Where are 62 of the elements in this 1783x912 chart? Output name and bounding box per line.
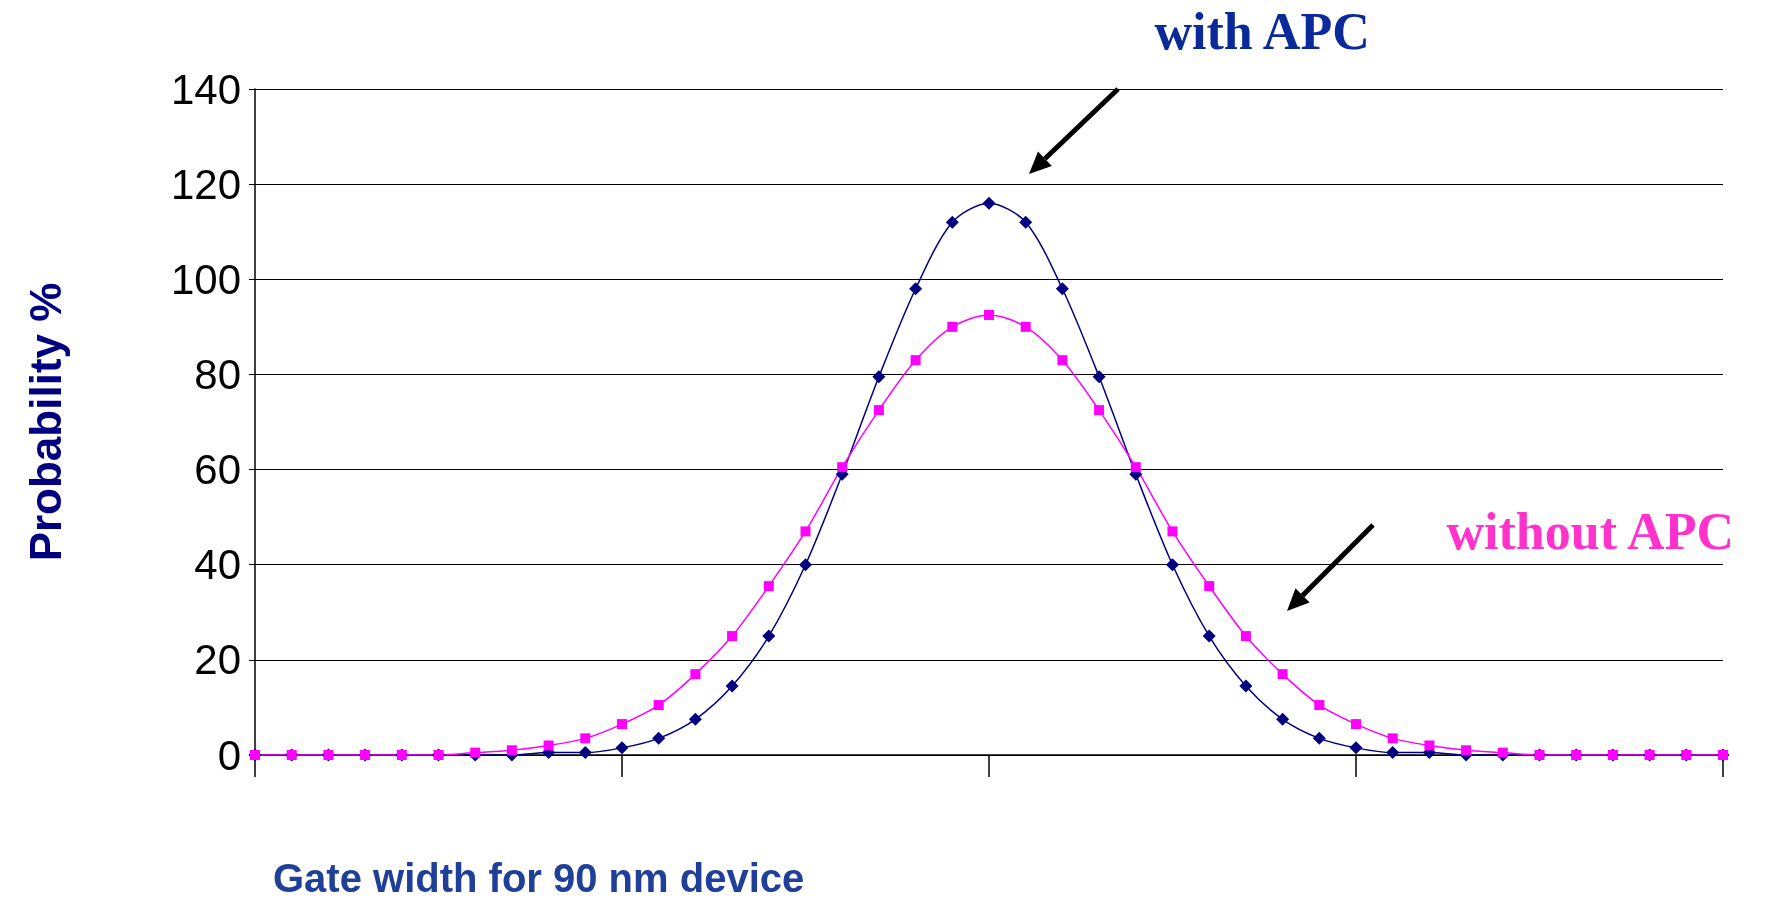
point <box>909 282 923 296</box>
point <box>1019 215 1033 229</box>
y-tick-label: 60 <box>194 446 241 494</box>
x-axis-title: Gate width for 90 nm device <box>273 856 805 900</box>
y-tick-label: 40 <box>194 541 241 589</box>
point <box>470 747 481 758</box>
annotation: without APC <box>1446 501 1734 561</box>
point <box>653 700 664 711</box>
point <box>945 215 959 229</box>
point <box>1276 712 1290 726</box>
point <box>615 741 629 755</box>
point <box>1349 741 1363 755</box>
point <box>1166 558 1179 572</box>
point <box>1020 321 1031 332</box>
point <box>543 740 554 751</box>
point <box>725 679 739 693</box>
point <box>1497 747 1508 758</box>
y-tick-label: 0 <box>217 731 241 779</box>
point <box>1461 745 1472 756</box>
point <box>800 526 811 537</box>
point <box>910 355 921 366</box>
point <box>1055 282 1069 296</box>
point <box>1240 631 1251 642</box>
point <box>1167 526 1178 537</box>
point <box>984 309 994 320</box>
point <box>580 733 591 744</box>
point <box>1130 462 1141 473</box>
point <box>506 745 517 756</box>
point <box>1351 719 1361 730</box>
point <box>799 558 812 572</box>
point <box>1314 700 1325 711</box>
point <box>617 719 627 730</box>
point <box>762 629 776 643</box>
point <box>578 746 592 760</box>
y-tick-label: 80 <box>194 350 241 398</box>
point <box>688 712 702 726</box>
point <box>1387 733 1398 744</box>
point <box>690 669 701 680</box>
point <box>763 581 774 592</box>
point <box>837 462 848 473</box>
point <box>1092 370 1106 384</box>
point <box>1094 405 1105 416</box>
point <box>1239 679 1253 693</box>
y-tick-label: 20 <box>194 636 241 684</box>
point <box>1204 581 1215 592</box>
point <box>872 370 886 384</box>
point <box>1202 629 1216 643</box>
y-axis-title: Probability % <box>20 282 70 562</box>
point <box>727 631 738 642</box>
point <box>1277 669 1288 680</box>
point <box>652 731 666 745</box>
text: with APC <box>1154 1 1370 61</box>
point <box>1386 746 1400 760</box>
point <box>1057 355 1068 366</box>
y-tick-label: 120 <box>170 160 241 208</box>
point <box>947 321 958 332</box>
point <box>1424 740 1435 751</box>
point <box>1312 731 1326 745</box>
y-tick-label: 100 <box>170 255 241 303</box>
point <box>982 196 996 210</box>
point <box>873 405 884 416</box>
y-tick-label: 140 <box>170 65 241 113</box>
